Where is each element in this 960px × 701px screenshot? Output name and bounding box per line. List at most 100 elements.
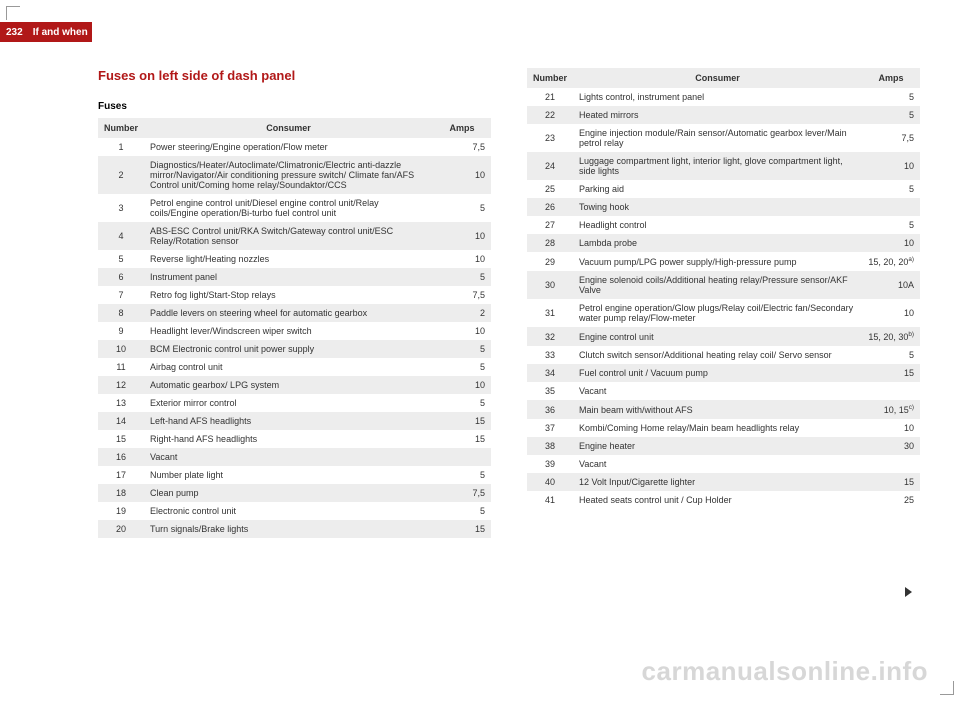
table-row: 3Petrol engine control unit/Diesel engin…: [98, 194, 491, 222]
table-row: 39Vacant: [527, 455, 920, 473]
cell-number: 11: [98, 358, 144, 376]
cell-amps: 5: [433, 358, 491, 376]
cell-consumer: Engine control unit: [573, 327, 862, 346]
table-row: 5Reverse light/Heating nozzles10: [98, 250, 491, 268]
table-row: 34Fuel control unit / Vacuum pump15: [527, 364, 920, 382]
cell-number: 21: [527, 88, 573, 106]
cell-consumer: ABS-ESC Control unit/RKA Switch/Gateway …: [144, 222, 433, 250]
table-row: 21Lights control, instrument panel5: [527, 88, 920, 106]
table-row: 27Headlight control5: [527, 216, 920, 234]
table-row: 11Airbag control unit5: [98, 358, 491, 376]
cell-amps: 10: [433, 322, 491, 340]
continuation-arrow-icon: [905, 587, 912, 597]
cell-number: 30: [527, 271, 573, 299]
cell-amps: 7,5: [862, 124, 920, 152]
cell-consumer: Exterior mirror control: [144, 394, 433, 412]
cell-consumer: Luggage compartment light, interior ligh…: [573, 152, 862, 180]
table-row: 30Engine solenoid coils/Additional heati…: [527, 271, 920, 299]
table-row: 36Main beam with/without AFS10, 15c): [527, 400, 920, 419]
th-consumer: Consumer: [573, 68, 862, 88]
crop-mark-tl: [6, 6, 20, 20]
cell-amps: [862, 455, 920, 473]
cell-amps: 5: [433, 268, 491, 286]
table-row: 13Exterior mirror control5: [98, 394, 491, 412]
cell-number: 19: [98, 502, 144, 520]
table-row: 26Towing hook: [527, 198, 920, 216]
cell-consumer: Clean pump: [144, 484, 433, 502]
table-row: 37Kombi/Coming Home relay/Main beam head…: [527, 419, 920, 437]
table-row: 32Engine control unit15, 20, 30b): [527, 327, 920, 346]
table-row: 10BCM Electronic control unit power supp…: [98, 340, 491, 358]
cell-number: 40: [527, 473, 573, 491]
cell-consumer: Diagnostics/Heater/Autoclimate/Climatron…: [144, 156, 433, 194]
cell-number: 35: [527, 382, 573, 400]
cell-amps: 10: [433, 376, 491, 394]
cell-amps: 5: [862, 180, 920, 198]
cell-number: 37: [527, 419, 573, 437]
right-column: Number Consumer Amps 21Lights control, i…: [527, 68, 920, 651]
table-row: 17Number plate light5: [98, 466, 491, 484]
crop-mark-br: [940, 681, 954, 695]
table-row: 12Automatic gearbox/ LPG system10: [98, 376, 491, 394]
cell-number: 15: [98, 430, 144, 448]
content-area: Fuses on left side of dash panel Fuses N…: [98, 68, 920, 651]
cell-consumer: Right-hand AFS headlights: [144, 430, 433, 448]
cell-consumer: Automatic gearbox/ LPG system: [144, 376, 433, 394]
cell-number: 4: [98, 222, 144, 250]
cell-number: 13: [98, 394, 144, 412]
cell-number: 7: [98, 286, 144, 304]
cell-number: 2: [98, 156, 144, 194]
table-row: 20Turn signals/Brake lights15: [98, 520, 491, 538]
cell-amps: 10: [862, 234, 920, 252]
cell-amps: 7,5: [433, 484, 491, 502]
cell-number: 9: [98, 322, 144, 340]
cell-consumer: Vacant: [573, 455, 862, 473]
cell-consumer: Left-hand AFS headlights: [144, 412, 433, 430]
cell-number: 36: [527, 400, 573, 419]
table-row: 28Lambda probe10: [527, 234, 920, 252]
cell-consumer: Engine injection module/Rain sensor/Auto…: [573, 124, 862, 152]
page-header-text: If and when: [33, 27, 88, 38]
table-row: 8Paddle levers on steering wheel for aut…: [98, 304, 491, 322]
cell-number: 18: [98, 484, 144, 502]
cell-number: 38: [527, 437, 573, 455]
cell-number: 20: [98, 520, 144, 538]
cell-amps: 15: [433, 412, 491, 430]
cell-amps: 25: [862, 491, 920, 509]
cell-amps: 5: [862, 106, 920, 124]
table-row: 19Electronic control unit5: [98, 502, 491, 520]
cell-consumer: Clutch switch sensor/Additional heating …: [573, 346, 862, 364]
table-row: 15Right-hand AFS headlights15: [98, 430, 491, 448]
cell-consumer: Engine solenoid coils/Additional heating…: [573, 271, 862, 299]
cell-amps: 5: [862, 346, 920, 364]
table-row: 25Parking aid5: [527, 180, 920, 198]
cell-amps: 15: [862, 473, 920, 491]
cell-number: 27: [527, 216, 573, 234]
cell-number: 26: [527, 198, 573, 216]
fuse-table-left: Number Consumer Amps 1Power steering/Eng…: [98, 118, 491, 538]
cell-number: 33: [527, 346, 573, 364]
cell-consumer: BCM Electronic control unit power supply: [144, 340, 433, 358]
page-number: 232: [6, 27, 23, 38]
cell-amps: [433, 448, 491, 466]
table-row: 22Heated mirrors5: [527, 106, 920, 124]
cell-number: 3: [98, 194, 144, 222]
cell-number: 29: [527, 252, 573, 271]
cell-consumer: Vacant: [144, 448, 433, 466]
table-row: 4ABS-ESC Control unit/RKA Switch/Gateway…: [98, 222, 491, 250]
left-column: Fuses on left side of dash panel Fuses N…: [98, 68, 491, 651]
cell-amps: 5: [433, 394, 491, 412]
cell-number: 28: [527, 234, 573, 252]
cell-consumer: Vacant: [573, 382, 862, 400]
cell-number: 6: [98, 268, 144, 286]
cell-amps: 15, 20, 20a): [862, 252, 920, 271]
cell-number: 39: [527, 455, 573, 473]
cell-amps: 10, 15c): [862, 400, 920, 419]
cell-number: 17: [98, 466, 144, 484]
cell-consumer: 12 Volt Input/Cigarette lighter: [573, 473, 862, 491]
cell-number: 31: [527, 299, 573, 327]
cell-consumer: Fuel control unit / Vacuum pump: [573, 364, 862, 382]
table-row: 29Vacuum pump/LPG power supply/High-pres…: [527, 252, 920, 271]
cell-amps: 10: [433, 156, 491, 194]
cell-consumer: Petrol engine operation/Glow plugs/Relay…: [573, 299, 862, 327]
